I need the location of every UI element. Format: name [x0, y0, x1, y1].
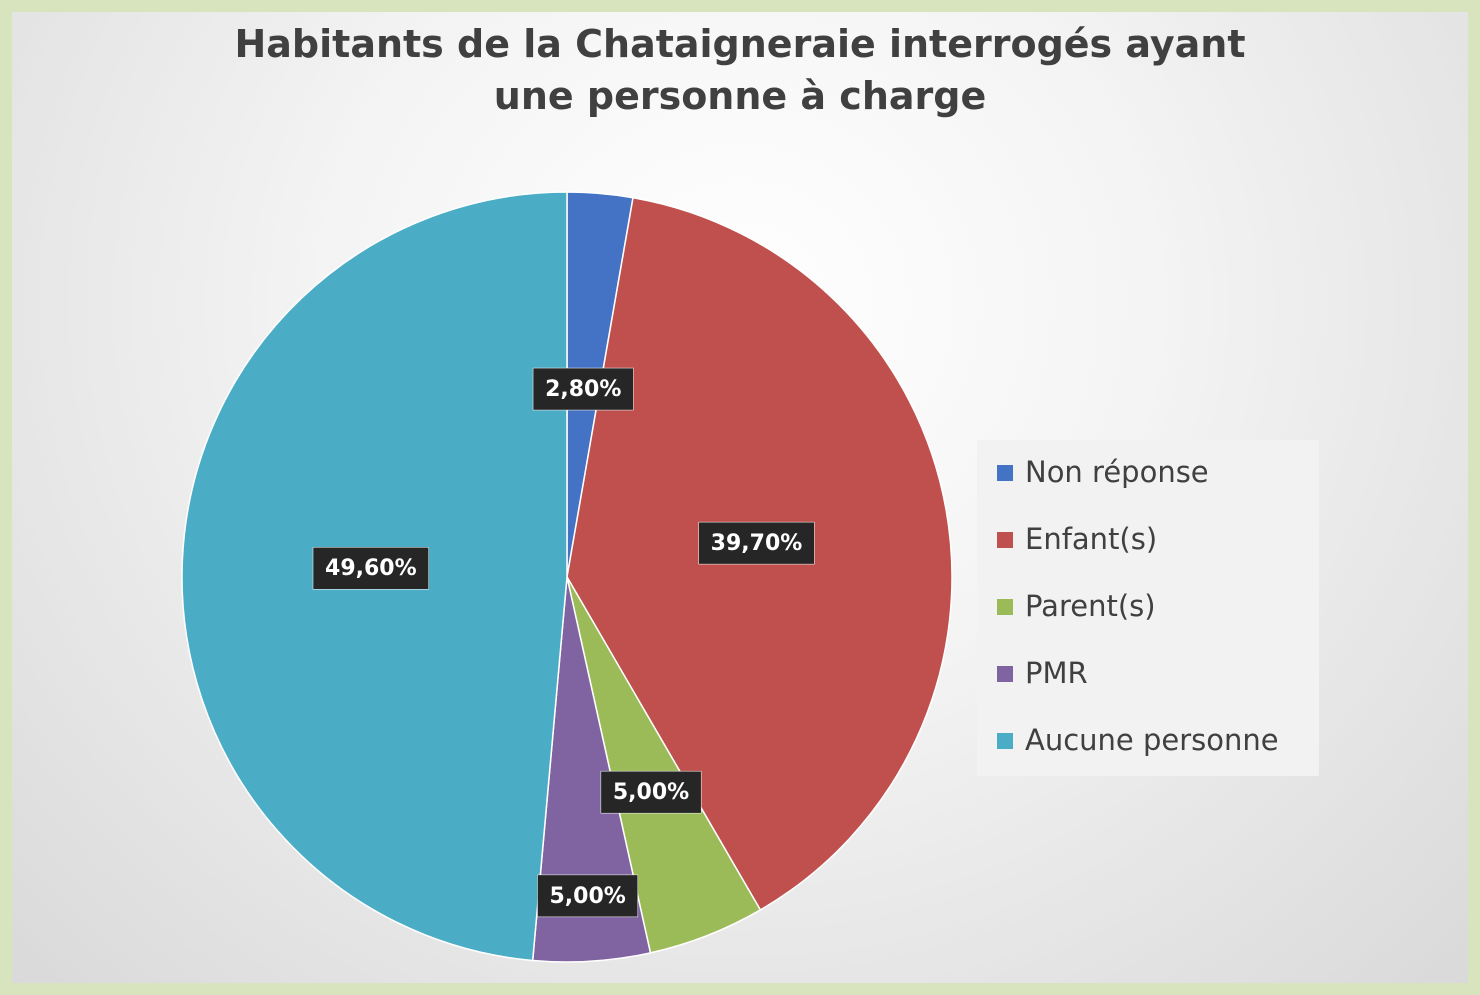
legend-label: Enfant(s) — [1025, 522, 1157, 556]
legend-swatch — [997, 666, 1013, 682]
legend-swatch — [997, 733, 1013, 749]
data-label: 39,70% — [711, 531, 803, 556]
data-label: 5,00% — [613, 780, 689, 805]
data-label: 5,00% — [549, 884, 625, 909]
legend-swatch — [997, 532, 1013, 548]
legend-label: Non réponse — [1025, 455, 1209, 489]
legend-swatch — [997, 599, 1013, 615]
data-label-box — [600, 770, 702, 814]
data-label: 2,80% — [545, 377, 621, 402]
data-label-group: 49,60% — [312, 546, 429, 590]
legend-swatch — [997, 465, 1013, 481]
data-label-box — [537, 874, 639, 918]
legend-label: Aucune personne — [1025, 723, 1279, 757]
chart-title: Habitants de la Chataigneraie interrogés… — [234, 22, 1246, 118]
data-label-box — [312, 546, 429, 590]
data-label-box — [698, 521, 815, 565]
data-label-box — [532, 367, 634, 411]
data-label-group: 2,80% — [532, 367, 634, 411]
legend-label: PMR — [1025, 656, 1088, 690]
legend-label: Parent(s) — [1025, 589, 1156, 623]
data-label-group: 39,70% — [698, 521, 815, 565]
data-label-group: 5,00% — [537, 874, 639, 918]
data-label: 49,60% — [325, 556, 417, 581]
data-label-group: 5,00% — [600, 770, 702, 814]
legend-box — [977, 440, 1319, 776]
